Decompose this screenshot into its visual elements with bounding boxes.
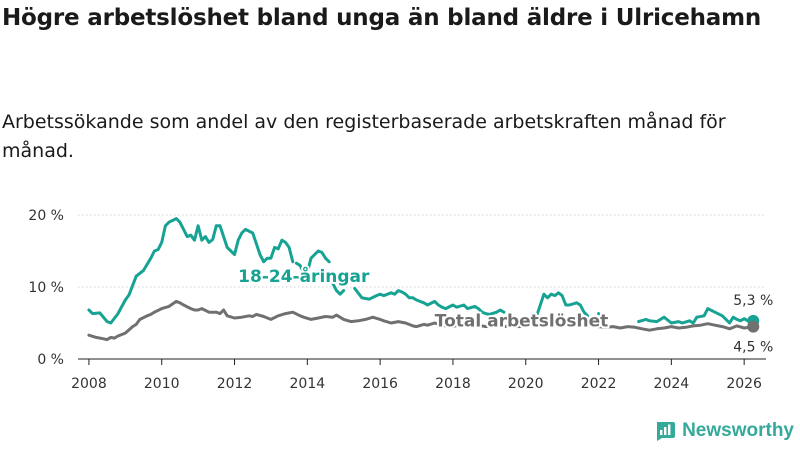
x-tick-label: 2016: [362, 376, 398, 392]
gridlines: [78, 214, 766, 288]
series-labels: 18-24-åringar Total arbetslöshet 5,3 % 4,5 …: [236, 263, 773, 356]
y-tick-label: 0 %: [37, 352, 64, 368]
x-tick-label: 2010: [144, 376, 180, 392]
series-label: Total arbetslöshet: [435, 312, 609, 332]
chart-title: Högre arbetslöshet bland unga än bland ä…: [2, 5, 762, 31]
series-line-youth: [294, 249, 331, 275]
x-tick-label: 2022: [581, 376, 617, 392]
x-tick-label: 2020: [508, 376, 544, 392]
x-tick-label: 2024: [654, 376, 690, 392]
x-axis: 2008 2010 2012 2014 2016 2018 2020 2022 2024 2026: [71, 358, 766, 392]
x-tick-label: 2012: [217, 376, 253, 392]
series-line-youth: [331, 281, 346, 296]
chart-subtitle: Arbetssökande som andel av den registerb…: [2, 111, 726, 162]
x-tick-label: 2026: [726, 376, 762, 392]
y-axis-ticks: 0 % 10 % 20 %: [28, 208, 64, 368]
series-line-youth: [597, 312, 608, 319]
series-label: 18-24-åringar: [238, 265, 370, 287]
series-line-youth: [535, 291, 590, 318]
series-end-label: 4,5 %: [733, 340, 773, 356]
x-tick-label: 2014: [290, 376, 326, 392]
series-line-youth: [353, 286, 506, 316]
series-line-youth: [87, 217, 295, 325]
newsworthy-logo-text: Newsworthy: [682, 420, 794, 441]
y-tick-label: 10 %: [28, 280, 64, 296]
x-tick-label: 2018: [435, 376, 471, 392]
series-end-label: 5,3 %: [733, 293, 773, 309]
x-tick-label: 2008: [71, 376, 107, 392]
y-tick-label: 20 %: [28, 208, 64, 224]
newsworthy-logo-icon: [657, 422, 676, 441]
series-line-youth: [509, 315, 520, 323]
series-line-youth: [637, 307, 755, 325]
series-end-point: [747, 320, 760, 333]
series-line-total: [87, 299, 755, 342]
newsworthy-logo: Newsworthy: [654, 420, 794, 442]
series-lines: [87, 217, 755, 342]
